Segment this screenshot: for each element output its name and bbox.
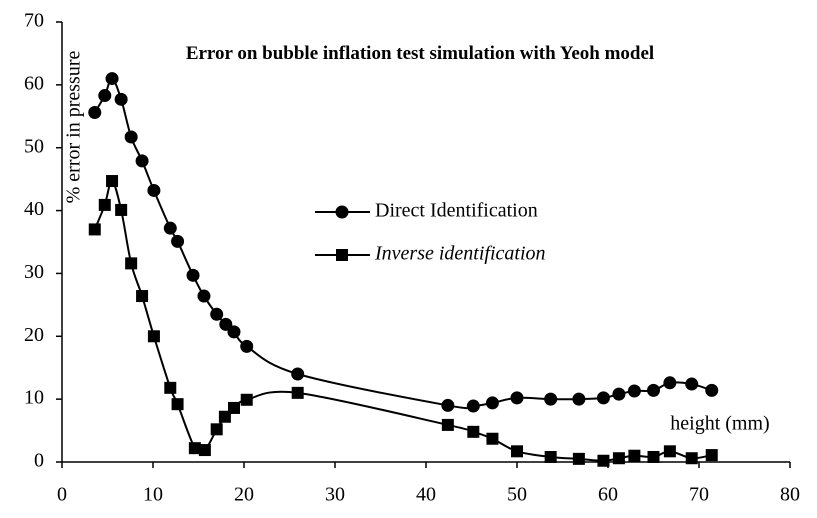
data-point: [705, 383, 719, 397]
data-point: [441, 418, 454, 431]
x-tick-label: 20: [234, 484, 254, 506]
y-tick-label: 20: [24, 324, 44, 346]
data-point: [210, 307, 224, 321]
data-point: [186, 268, 200, 282]
data-point: [135, 154, 149, 168]
y-tick-label: 10: [24, 387, 44, 409]
data-point: [597, 454, 610, 467]
data-point: [98, 198, 111, 211]
data-point: [124, 130, 138, 144]
y-tick-label: 50: [24, 135, 44, 157]
data-point: [685, 377, 699, 391]
data-point: [218, 410, 231, 423]
y-tick-label: 60: [24, 72, 44, 94]
data-point: [441, 398, 455, 412]
x-tick-label: 0: [57, 484, 67, 506]
data-point: [210, 423, 223, 436]
data-point: [627, 384, 641, 398]
data-point: [147, 183, 161, 197]
y-axis-label: % error in pressure: [63, 51, 85, 204]
data-point: [240, 393, 253, 406]
data-point: [291, 386, 304, 399]
data-point: [486, 432, 499, 445]
x-tick-label: 30: [325, 484, 345, 506]
x-tick-label: 80: [780, 484, 800, 506]
x-tick-label: 10: [143, 484, 163, 506]
chart-title: Error on bubble inflation test simulatio…: [185, 43, 655, 64]
data-point: [647, 383, 660, 397]
data-point: [544, 450, 557, 463]
data-point: [198, 444, 211, 457]
data-point: [136, 290, 149, 303]
data-point: [596, 391, 610, 405]
data-point: [171, 234, 185, 248]
data-point: [227, 401, 240, 414]
data-point: [663, 445, 676, 458]
data-point: [114, 92, 128, 106]
series-line: [93, 180, 712, 462]
data-point: [88, 106, 102, 120]
data-point: [544, 392, 558, 406]
data-point: [612, 387, 626, 401]
data-point: [227, 325, 241, 339]
y-tick-label: 0: [34, 450, 44, 472]
legend-label: Inverse identification: [374, 243, 546, 265]
x-tick-label: 60: [598, 484, 618, 506]
data-point: [164, 381, 177, 394]
data-point: [219, 317, 233, 331]
legend-label: Direct Identification: [375, 200, 538, 222]
data-point: [510, 391, 524, 405]
data-point: [612, 452, 625, 465]
data-point: [485, 396, 499, 410]
data-point: [705, 449, 718, 462]
data-point: [240, 339, 254, 353]
data-point: [511, 445, 523, 458]
data-point: [685, 452, 698, 465]
data-point: [147, 330, 160, 343]
data-point: [647, 450, 660, 463]
data-point: [628, 449, 641, 462]
legend-marker: [336, 249, 348, 261]
data-point: [291, 367, 305, 381]
legend-marker: [335, 205, 349, 219]
data-point: [171, 398, 184, 411]
x-tick-label: 50: [507, 484, 527, 506]
data-point: [125, 257, 138, 270]
data-point: [98, 89, 112, 103]
data-point: [188, 442, 201, 455]
y-tick-label: 40: [24, 198, 44, 220]
data-point: [88, 223, 101, 236]
data-point: [163, 221, 177, 235]
data-point: [115, 203, 128, 216]
data-point: [466, 399, 480, 413]
data-point: [572, 452, 585, 465]
y-tick-label: 70: [24, 10, 44, 32]
data-point: [105, 72, 119, 86]
x-tick-label: 70: [689, 484, 709, 506]
data-point: [197, 289, 211, 303]
data-point: [467, 425, 480, 438]
data-point: [106, 175, 119, 188]
x-tick-label: 40: [416, 484, 436, 506]
y-tick-label: 30: [24, 261, 44, 283]
x-axis-label: height (mm): [670, 413, 769, 435]
data-point: [572, 392, 586, 406]
data-point: [663, 376, 677, 390]
